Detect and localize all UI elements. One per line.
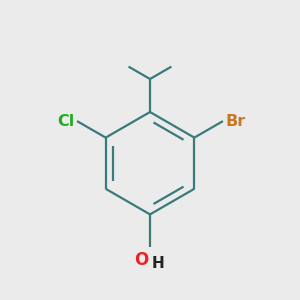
Text: H: H	[152, 256, 164, 271]
Text: O: O	[134, 251, 148, 269]
Text: Br: Br	[226, 114, 246, 129]
Text: Cl: Cl	[57, 114, 74, 129]
